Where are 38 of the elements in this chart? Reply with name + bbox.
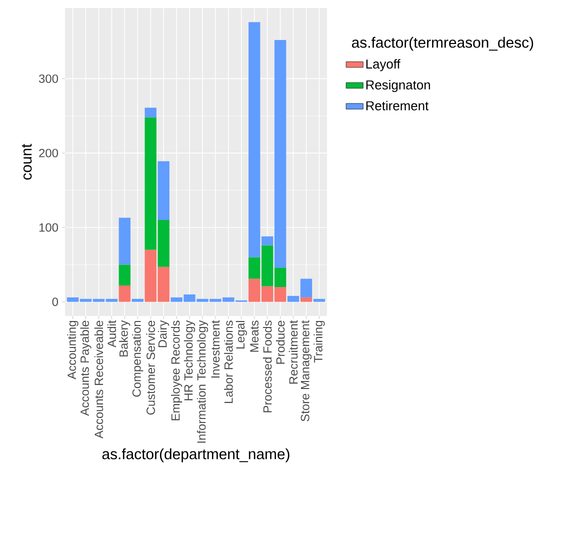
bar: [300, 297, 312, 302]
bar: [144, 108, 156, 118]
x-axis-title: as.factor(department_name): [102, 448, 290, 462]
bar: [132, 298, 144, 302]
x-tick-label: Information Technology: [196, 320, 208, 443]
y-tick-label: 0: [52, 298, 58, 306]
legend-title: as.factor(termreason_desc): [352, 36, 534, 51]
bar: [158, 161, 170, 220]
x-tick-label: HR Technology: [184, 320, 196, 400]
legend-label: Resignaton: [366, 80, 430, 92]
bar: [118, 285, 130, 302]
y-tick-label: 200: [39, 148, 58, 158]
x-tick-label: Compensation: [132, 320, 144, 397]
bar: [118, 264, 130, 286]
bar: [313, 298, 326, 302]
x-tick-label: Store Management: [300, 320, 312, 422]
x-tick-label: Customer Service: [146, 320, 155, 415]
x-tick-label: Accounts Receiveable: [94, 320, 104, 438]
x-tick-label: Dairy: [158, 320, 170, 348]
x-tick-label: Legal: [236, 321, 247, 348]
legend-label: Layoff: [366, 59, 400, 72]
x-tick-label: Audit: [107, 320, 116, 348]
x-tick-label: Bakery: [119, 320, 130, 356]
y-axis-title: count: [22, 144, 32, 180]
x-tick-label: Produce: [276, 320, 285, 364]
x-tick-label: Meats: [250, 320, 259, 352]
x-tick-label: Accounts Payable: [80, 320, 92, 416]
y-tick-label: 100: [39, 223, 58, 232]
x-tick-label: Accounting: [67, 320, 78, 380]
x-tick-label: Investment: [211, 320, 220, 378]
x-tick-label: Labor Relations: [224, 320, 233, 403]
x-tick-label: Training: [314, 320, 325, 363]
x-tick-label: Recruitment: [288, 320, 298, 384]
y-tick-label: 300: [38, 74, 58, 83]
legend-label: Retirement: [366, 100, 429, 110]
bar: [118, 218, 130, 265]
x-tick-label: Employee Records: [170, 320, 182, 420]
x-tick-label: Processed Foods: [262, 320, 272, 412]
